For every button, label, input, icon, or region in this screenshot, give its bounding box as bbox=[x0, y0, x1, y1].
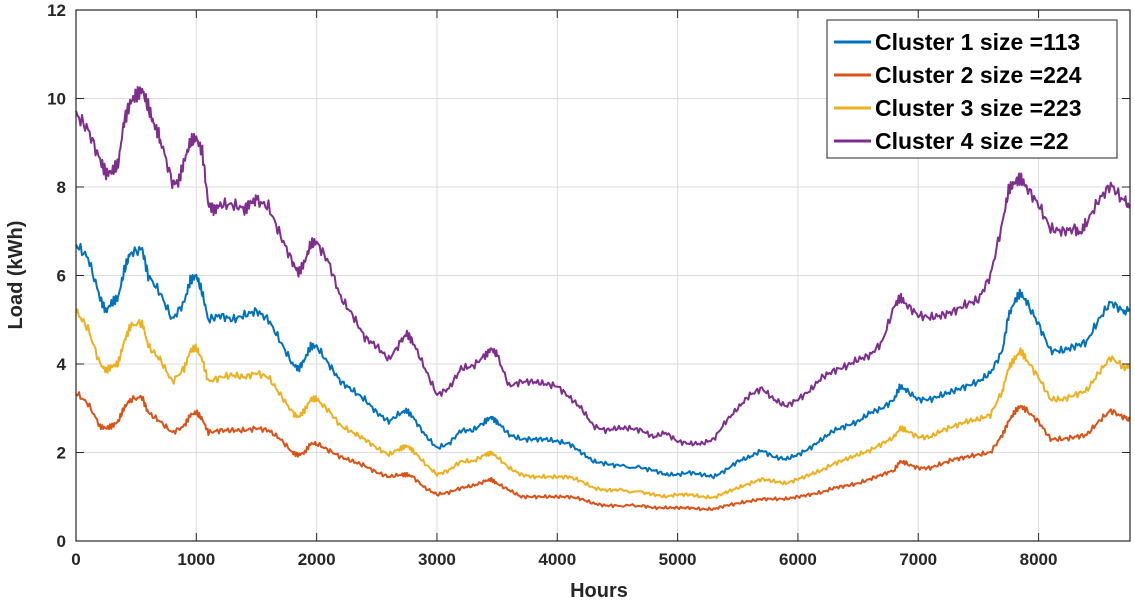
y-tick-label: 4 bbox=[57, 355, 67, 374]
x-tick-label: 3000 bbox=[418, 550, 456, 569]
x-tick-label: 8000 bbox=[1020, 550, 1058, 569]
series-line-cluster-4 bbox=[75, 85, 1131, 447]
x-tick-label: 0 bbox=[71, 550, 80, 569]
y-tick-label: 6 bbox=[57, 267, 66, 286]
x-tick-label: 4000 bbox=[538, 550, 576, 569]
x-tick-label: 6000 bbox=[779, 550, 817, 569]
legend-label-cluster-1: Cluster 1 size =113 bbox=[875, 29, 1080, 55]
y-axis-label: Load (kWh) bbox=[5, 221, 27, 330]
series-line-cluster-2 bbox=[75, 391, 1131, 512]
y-tick-label: 2 bbox=[57, 444, 66, 463]
y-tick-label: 8 bbox=[57, 178, 66, 197]
y-tick-label: 12 bbox=[47, 1, 66, 20]
y-tick-label: 0 bbox=[57, 532, 66, 551]
x-tick-label: 7000 bbox=[899, 550, 937, 569]
x-tick-label: 1000 bbox=[177, 550, 215, 569]
series-layer bbox=[75, 85, 1131, 512]
series-line-cluster-3 bbox=[75, 308, 1131, 500]
legend: Cluster 1 size =113 Cluster 2 size =224 … bbox=[826, 19, 1118, 159]
x-tick-label: 5000 bbox=[659, 550, 697, 569]
legend-label-cluster-2: Cluster 2 size =224 bbox=[875, 62, 1082, 88]
x-axis-label: Hours bbox=[570, 580, 628, 602]
y-tick-label: 10 bbox=[47, 90, 66, 109]
axis-ticks: 0 1000 2000 3000 4000 5000 6000 7000 8000 0 2 4 6 8 10… bbox=[47, 1, 1130, 569]
series-line-cluster-1 bbox=[75, 242, 1131, 480]
legend-box bbox=[826, 19, 1118, 159]
legend-label-cluster-4: Cluster 4 size =22 bbox=[875, 128, 1069, 154]
legend-label-cluster-3: Cluster 3 size =223 bbox=[875, 95, 1081, 121]
x-tick-label: 2000 bbox=[298, 550, 336, 569]
